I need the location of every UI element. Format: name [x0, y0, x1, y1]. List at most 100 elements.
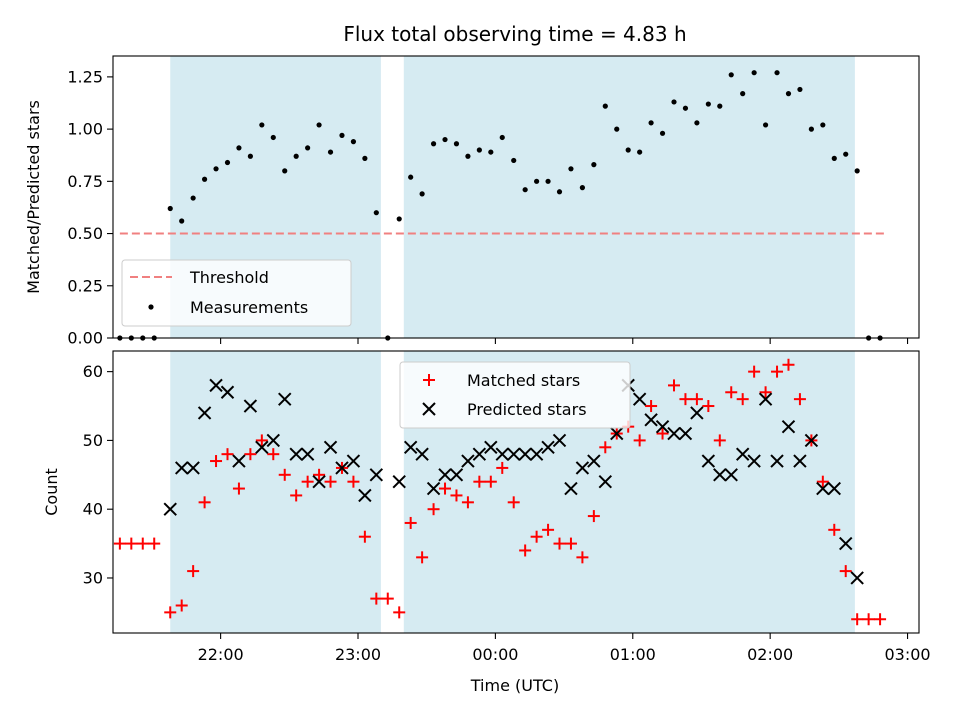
predicted-x-b [827, 481, 841, 496]
top-legend: Threshold Measurements [121, 259, 352, 327]
x-tick-label: 23:00 [335, 645, 381, 664]
y-tick-label: 1.00 [67, 120, 103, 139]
predicted-star-point [827, 481, 841, 496]
predicted-x-b [541, 440, 555, 454]
predicted-x-b [667, 426, 681, 441]
matched-star-point [313, 468, 326, 481]
measurement-point [843, 151, 849, 157]
measurement-point [556, 189, 563, 195]
measurement-point [339, 132, 345, 138]
measurement-point [591, 162, 597, 168]
x-tick-label: 02:00 [747, 645, 793, 664]
x-tick-label: 22:00 [198, 645, 244, 664]
predicted-x-b [529, 447, 544, 461]
measurement-point [293, 153, 299, 159]
predicted-star-point [575, 461, 590, 475]
measurement-point [350, 139, 357, 145]
predicted-star-point [678, 426, 693, 441]
predicted-x-b [278, 392, 292, 406]
measurement-point [659, 130, 666, 136]
shaded-interval [403, 56, 855, 338]
predicted-x-b [507, 447, 521, 461]
top-y-axis-label: Matched/Predicted stars [24, 100, 43, 294]
measurement-point [671, 99, 677, 105]
predicted-star-point [713, 468, 727, 482]
predicted-x-b [781, 419, 796, 434]
predicted-x-b [839, 536, 853, 551]
predicted-star-point [770, 454, 784, 468]
matched-star-point [324, 475, 337, 488]
top-legend-box [121, 259, 352, 327]
matched-star-point [702, 400, 715, 413]
matched-star-point [874, 613, 887, 626]
predicted-x-b [587, 454, 601, 468]
measurement-point [224, 159, 231, 166]
measurement-point [762, 122, 769, 128]
predicted-star-point [804, 433, 819, 448]
measurement-point [545, 178, 551, 184]
measurement-point [373, 210, 379, 216]
matched-star-point [793, 393, 806, 406]
measurement-point [820, 122, 826, 128]
top-chart-title: Flux total observing time = 4.83 h [343, 22, 686, 46]
matched-star-point [136, 537, 149, 550]
y-tick-label: 60 [83, 362, 103, 381]
measurement-point [614, 126, 620, 132]
matched-star-point [439, 482, 452, 495]
predicted-star-point [644, 413, 658, 427]
measurement-point [419, 191, 425, 197]
measurement-point [236, 145, 242, 151]
predicted-x-b [186, 461, 200, 475]
predicted-star-point [529, 447, 544, 461]
matched-star-point [393, 606, 406, 619]
predicted-x-b [655, 419, 670, 434]
predicted-x-b [266, 433, 280, 448]
matched-star-point [828, 523, 841, 536]
predicted-x-b [403, 440, 418, 454]
y-tick-label: 0.50 [67, 224, 103, 243]
predicted-legend-swatch [422, 402, 436, 416]
predicted-star-point [278, 392, 292, 406]
matched-star-point [576, 551, 589, 564]
predicted-star-point [438, 468, 452, 482]
predicted-star-point [358, 488, 372, 503]
predicted-x-b [495, 447, 509, 461]
predicted-x-b [163, 502, 177, 516]
measurement-point [717, 103, 723, 109]
matched-star-point [113, 537, 126, 550]
predicted-star-point [632, 392, 647, 406]
matched-star-point [484, 475, 497, 488]
predicted-x-b [426, 481, 441, 496]
predicted-x-b [232, 454, 246, 468]
measurements-legend-swatch [148, 304, 154, 310]
y-tick-label: 50 [83, 431, 103, 450]
predicted-star-point [610, 426, 624, 441]
measurement-point [476, 147, 482, 153]
predicted-x-b [289, 447, 303, 461]
predicted-x-b [300, 447, 315, 461]
predicted-star-point [197, 406, 212, 420]
predicted-star-point [690, 406, 704, 420]
top-axes-frame [112, 55, 920, 339]
matched-star-point [125, 537, 138, 550]
bottom-legend-box [399, 361, 631, 429]
x-tick-label: 01:00 [610, 645, 656, 664]
predicted-x-b [312, 474, 326, 489]
predicted-x-b [644, 413, 658, 427]
predicted-x-b [770, 454, 784, 468]
predicted-star-point [461, 454, 475, 468]
predicted-star-point [232, 454, 246, 468]
predicted-x-b [724, 468, 738, 482]
matched-star-point [404, 516, 417, 529]
predicted-star-point [793, 454, 807, 468]
predicted-star-point [724, 468, 738, 482]
predicted-x-b [174, 461, 189, 475]
matched-star-point [164, 606, 177, 619]
matched-star-point [175, 599, 188, 612]
predicted-star-point [701, 454, 716, 468]
predicted-x-b [392, 474, 406, 489]
y-tick-label: 0.25 [67, 276, 103, 295]
matched-star-point [148, 537, 161, 550]
bottom-y-ticks: 30 40 50 60 [83, 362, 113, 587]
predicted-star-point [518, 447, 532, 461]
